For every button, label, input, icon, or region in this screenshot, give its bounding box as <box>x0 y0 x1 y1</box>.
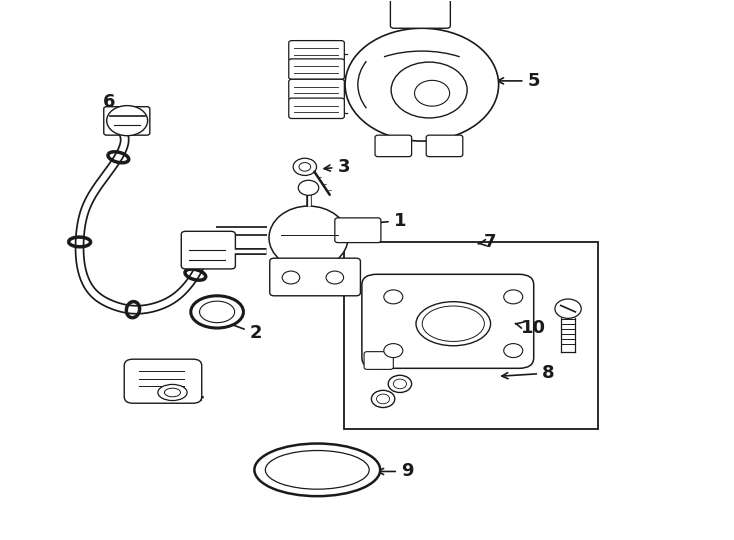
FancyBboxPatch shape <box>181 231 236 269</box>
Ellipse shape <box>266 450 369 489</box>
Circle shape <box>391 62 467 118</box>
Circle shape <box>393 379 407 389</box>
Circle shape <box>282 271 299 284</box>
FancyBboxPatch shape <box>335 218 381 242</box>
Text: 9: 9 <box>377 462 413 481</box>
Ellipse shape <box>416 302 490 346</box>
Text: 1: 1 <box>348 212 406 230</box>
Ellipse shape <box>200 301 235 322</box>
Text: 6: 6 <box>103 93 121 114</box>
FancyBboxPatch shape <box>288 40 344 61</box>
Circle shape <box>377 394 390 404</box>
FancyBboxPatch shape <box>288 59 344 79</box>
Ellipse shape <box>191 296 244 328</box>
Circle shape <box>504 290 523 304</box>
Ellipse shape <box>164 388 181 397</box>
Text: 10: 10 <box>515 319 546 337</box>
Circle shape <box>388 375 412 393</box>
FancyBboxPatch shape <box>270 258 360 296</box>
FancyBboxPatch shape <box>362 274 534 368</box>
Ellipse shape <box>255 443 380 496</box>
Text: 7: 7 <box>478 233 496 251</box>
Circle shape <box>371 390 395 408</box>
FancyBboxPatch shape <box>288 98 344 118</box>
FancyBboxPatch shape <box>426 135 463 157</box>
Circle shape <box>299 163 310 171</box>
Circle shape <box>298 180 319 195</box>
Text: 5: 5 <box>498 72 540 90</box>
Text: 2: 2 <box>224 321 262 342</box>
Circle shape <box>504 343 523 357</box>
FancyBboxPatch shape <box>124 359 202 403</box>
FancyBboxPatch shape <box>288 79 344 100</box>
Circle shape <box>326 271 344 284</box>
FancyBboxPatch shape <box>364 352 393 369</box>
Text: 3: 3 <box>324 158 350 176</box>
Circle shape <box>293 158 316 176</box>
FancyBboxPatch shape <box>390 0 451 28</box>
FancyBboxPatch shape <box>103 107 150 135</box>
Circle shape <box>415 80 450 106</box>
Text: 8: 8 <box>502 364 555 382</box>
Circle shape <box>106 106 148 136</box>
Ellipse shape <box>422 306 484 341</box>
Circle shape <box>384 290 403 304</box>
Bar <box>344 242 598 429</box>
Text: 4: 4 <box>180 387 203 405</box>
Ellipse shape <box>269 206 348 269</box>
Circle shape <box>345 28 498 141</box>
Circle shape <box>384 343 403 357</box>
Ellipse shape <box>158 384 187 401</box>
FancyBboxPatch shape <box>375 135 412 157</box>
Circle shape <box>555 299 581 319</box>
